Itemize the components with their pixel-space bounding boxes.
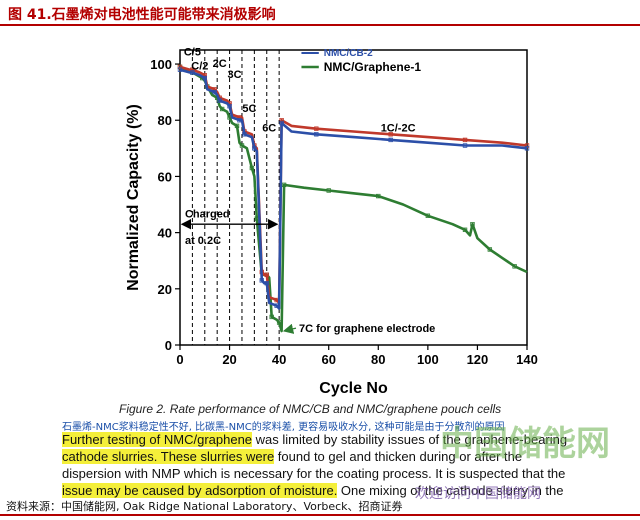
legend-label-partial: NMC/CB-2 xyxy=(324,48,373,59)
series-1-point-26 xyxy=(314,126,319,131)
series-2-point-10 xyxy=(227,103,232,109)
series-0-point-16 xyxy=(239,143,245,148)
legend-label-graphene: NMC/Graphene-1 xyxy=(324,60,422,74)
series-2-point-8 xyxy=(217,98,222,103)
series-2-point-14 xyxy=(242,132,247,137)
series-0-point-34 xyxy=(425,213,431,218)
plot-frame xyxy=(179,49,528,346)
series-line-1 xyxy=(179,65,528,305)
series-2-point-26 xyxy=(314,132,319,137)
series-2-point-20 xyxy=(264,280,269,286)
para-text-2: found to gel and thicken during or after… xyxy=(274,449,523,464)
series-0-point-38 xyxy=(470,221,475,227)
rate-label-3: 3C xyxy=(227,69,241,81)
series-2-point-18 xyxy=(259,278,264,283)
series-0-point-40 xyxy=(487,247,493,252)
series-2-point-0 xyxy=(177,67,183,72)
paragraph-line-4: issue may be caused by adsorption of moi… xyxy=(62,483,622,499)
charged-label-line2: at 0.2C xyxy=(185,235,221,247)
series-1-point-28 xyxy=(388,132,393,137)
rate-label-2: 2C xyxy=(213,58,227,70)
x-tick-label-4: 80 xyxy=(371,352,385,367)
highlight-1: Further testing of NMC/graphene xyxy=(62,432,253,447)
x-axis-label: Cycle No xyxy=(319,380,388,397)
series-0-point-28 xyxy=(281,182,287,188)
y-tick-label-5: 100 xyxy=(150,57,172,72)
rate-label-4: 5C xyxy=(242,103,256,115)
paragraph-line-3: dispersion with NMP which is necessary f… xyxy=(62,466,566,481)
para-text-1: was limited by stability issues of the g… xyxy=(252,432,568,447)
series-0-point-42 xyxy=(512,264,517,269)
series-line-0 xyxy=(179,65,528,333)
series-1-point-20 xyxy=(264,272,269,277)
y-tick-label-4: 80 xyxy=(158,113,172,128)
rate-label-5: 6C xyxy=(262,122,276,134)
series-2-point-2 xyxy=(190,70,195,75)
series-2-point-4 xyxy=(202,75,207,81)
header: 图 41.石墨烯对电池性能可能带来消极影响 xyxy=(0,0,640,26)
legend-box xyxy=(296,51,447,75)
series-line-2 xyxy=(179,68,528,310)
series-2-point-22 xyxy=(274,303,279,308)
series-1-point-0 xyxy=(177,64,183,70)
series-0-point-26 xyxy=(276,320,282,325)
para-text-4: One mixing of the cathode slurry in the xyxy=(337,483,564,498)
series-0-point-24 xyxy=(269,314,274,320)
series-2-point-24 xyxy=(279,120,284,126)
charged-label-line1: Charged xyxy=(185,208,230,220)
header-rule xyxy=(0,24,640,26)
series-0-point-18 xyxy=(249,165,255,171)
graphene-note: 7C for graphene electrode xyxy=(299,323,435,335)
y-tick-label-3: 60 xyxy=(158,169,172,184)
paragraph-line-2: cathode slurries. These slurries were fo… xyxy=(62,449,622,465)
x-tick-label-1: 20 xyxy=(222,352,236,367)
highlight-4: issue may be caused by adsorption of moi… xyxy=(62,483,338,498)
series-2-point-16 xyxy=(252,146,257,151)
series-2-point-28 xyxy=(388,137,393,143)
rate-label-6: 1C/-2C xyxy=(381,122,416,134)
highlight-2: cathode slurries. These slurries were xyxy=(62,449,275,464)
rate-label-0: C/5 xyxy=(184,47,201,59)
series-2-point-6 xyxy=(212,89,217,95)
series-2-point-30 xyxy=(462,143,468,148)
rate-label-1: C/2 xyxy=(191,61,208,73)
y-tick-label-2: 40 xyxy=(158,226,172,241)
x-tick-label-3: 60 xyxy=(321,352,335,367)
y-tick-label-0: 0 xyxy=(165,338,172,353)
page-title: 图 41.石墨烯对电池性能可能带来消极影响 xyxy=(8,7,276,23)
series-0-point-30 xyxy=(326,188,331,193)
source-footer: 资料来源：中国储能网, Oak Ridge National Laborator… xyxy=(6,500,403,513)
chinese-note: 石墨烯-NMC浆料稳定性不好, 比碳黑-NMC的浆料差, 更容易吸收水分, 这种… xyxy=(62,422,505,433)
x-tick-label-7: 140 xyxy=(516,352,538,367)
series-2-point-32 xyxy=(524,146,530,151)
series-0-point-32 xyxy=(376,193,381,199)
x-tick-label-6: 120 xyxy=(467,352,489,367)
x-tick-label-5: 100 xyxy=(417,352,439,367)
y-axis-label: Normalized Capacity (%) xyxy=(125,104,142,291)
series-2-point-12 xyxy=(237,118,242,123)
series-0-point-10 xyxy=(219,106,225,112)
watermark-text: 欢迎访问中国储能网 xyxy=(415,486,541,502)
figure-caption: Figure 2. Rate performance of NMC/CB and… xyxy=(119,402,502,416)
series-0-point-36 xyxy=(462,227,468,233)
series-1-point-30 xyxy=(462,137,468,143)
series-0-point-14 xyxy=(234,123,240,129)
graphene-arrow xyxy=(282,323,297,334)
watermark-logo: 中国储能网 xyxy=(440,424,610,464)
capacity-chart: 0 20 40 60 80 100 120 140 0 20 40 60 80 100 Cycle No No… xyxy=(125,47,538,397)
footer-rule xyxy=(0,514,640,516)
y-tick-label-1: 20 xyxy=(158,282,172,297)
paragraph-line-1: Further testing of NMC/graphene was limi… xyxy=(62,432,622,448)
x-tick-label-2: 40 xyxy=(272,352,286,367)
x-tick-label-0: 0 xyxy=(176,352,183,367)
